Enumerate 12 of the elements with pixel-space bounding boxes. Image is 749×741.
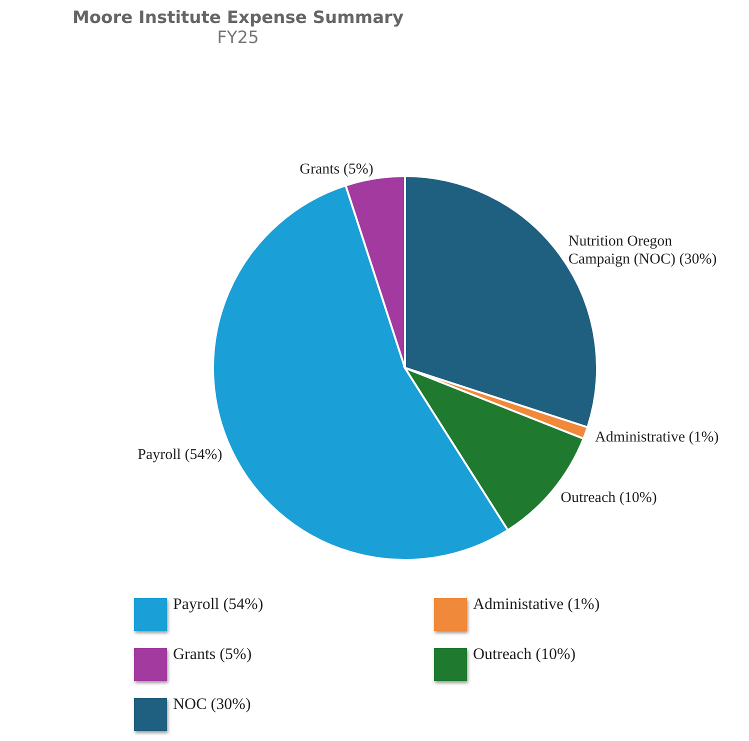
legend-label: Payroll (54%): [173, 596, 264, 614]
chart-title: Moore Institute Expense Summary: [71, 8, 405, 28]
legend-label: Outreach (10%): [473, 646, 576, 664]
legend-label: Grants (5%): [173, 646, 252, 664]
data-label: Administrative (1%): [595, 429, 719, 446]
data-label: Grants (5%): [300, 161, 374, 178]
chart-subtitle: FY25: [216, 28, 260, 48]
data-label: Payroll (54%): [138, 447, 222, 464]
data-label: Outreach (10%): [560, 490, 657, 506]
legend-label: NOC (30%): [173, 696, 251, 714]
data-label: Nutrition Oregon Campaign (NOC) (30%): [568, 233, 717, 268]
legend-label: Administative (1%): [473, 596, 600, 614]
